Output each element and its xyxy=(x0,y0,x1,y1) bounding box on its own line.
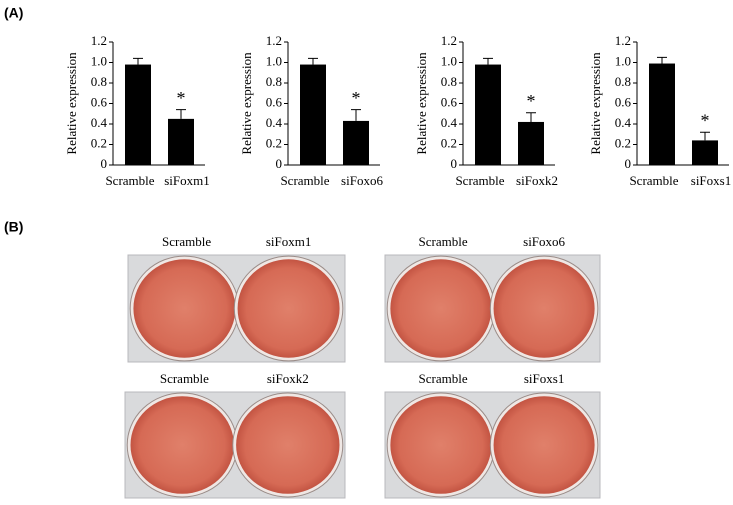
y-tick-label: 0.4 xyxy=(91,115,108,130)
y-tick-label: 1.0 xyxy=(91,53,107,68)
y-tick-label: 0.6 xyxy=(441,94,458,109)
well xyxy=(130,396,234,494)
y-axis-label: Relative expression xyxy=(239,52,254,155)
x-tick-label: Scramble xyxy=(105,173,154,188)
error-bar xyxy=(133,57,143,65)
significance-mark: * xyxy=(527,91,536,111)
y-tick-label: 0.2 xyxy=(615,135,631,150)
well xyxy=(493,259,595,358)
y-tick-label: 0.8 xyxy=(441,74,457,89)
y-tick-label: 0.6 xyxy=(615,94,632,109)
y-tick-label: 1.2 xyxy=(615,33,631,48)
y-tick-label: 0.2 xyxy=(441,135,457,150)
photo-label: siFoxo6 xyxy=(523,234,565,249)
error-bar xyxy=(657,56,667,64)
y-axis-label: Relative expression xyxy=(64,52,79,155)
y-tick-label: 0.4 xyxy=(441,115,458,130)
bar xyxy=(343,120,369,165)
bar xyxy=(518,121,544,165)
photo-label: Scramble xyxy=(419,371,468,386)
photo-label: siFoxk2 xyxy=(267,371,309,386)
y-tick-label: 0 xyxy=(625,156,632,171)
y-tick-label: 1.2 xyxy=(266,33,282,48)
x-tick-label: Scramble xyxy=(280,173,329,188)
y-tick-label: 1.2 xyxy=(91,33,107,48)
y-tick-label: 1.0 xyxy=(266,53,282,68)
error-bar xyxy=(700,131,710,141)
bar xyxy=(475,64,501,165)
x-tick-label: Scramble xyxy=(629,173,678,188)
photo-label: Scramble xyxy=(419,234,468,249)
y-tick-label: 0.6 xyxy=(266,94,283,109)
y-tick-label: 1.0 xyxy=(615,53,631,68)
y-tick-label: 1.2 xyxy=(441,33,457,48)
photo-label: Scramble xyxy=(162,234,211,249)
bar xyxy=(125,64,151,165)
bar xyxy=(300,64,326,165)
photo-label: siFoxm1 xyxy=(266,234,312,249)
significance-mark: * xyxy=(701,110,710,130)
significance-mark: * xyxy=(352,88,361,108)
well xyxy=(390,259,492,358)
well xyxy=(390,396,492,494)
y-tick-label: 0.4 xyxy=(266,115,283,130)
y-tick-label: 0 xyxy=(451,156,458,171)
x-tick-label: siFoxo6 xyxy=(341,173,383,188)
y-axis-label: Relative expression xyxy=(588,52,603,155)
well xyxy=(237,259,340,358)
x-tick-label: siFoxs1 xyxy=(691,173,731,188)
error-bar xyxy=(483,57,493,65)
panel-label: (A) xyxy=(4,5,23,21)
y-tick-label: 0.4 xyxy=(615,115,632,130)
y-tick-label: 1.0 xyxy=(441,53,457,68)
error-bar xyxy=(351,109,361,121)
significance-mark: * xyxy=(177,88,186,108)
y-tick-label: 0.8 xyxy=(91,74,107,89)
error-bar xyxy=(176,109,186,119)
well xyxy=(493,396,595,494)
y-tick-label: 0.2 xyxy=(266,135,282,150)
well xyxy=(236,396,340,494)
bar xyxy=(692,140,718,165)
bar xyxy=(649,63,675,165)
y-tick-label: 0.2 xyxy=(91,135,107,150)
y-tick-label: 0 xyxy=(101,156,108,171)
x-tick-label: siFoxk2 xyxy=(516,173,558,188)
error-bar xyxy=(308,57,318,65)
photo-label: Scramble xyxy=(160,371,209,386)
y-axis-label: Relative expression xyxy=(414,52,429,155)
bar xyxy=(168,118,194,165)
photo-label: siFoxs1 xyxy=(524,371,564,386)
x-tick-label: siFoxm1 xyxy=(164,173,210,188)
error-bar xyxy=(526,112,536,122)
x-tick-label: Scramble xyxy=(455,173,504,188)
well xyxy=(133,259,236,358)
y-tick-label: 0.8 xyxy=(615,74,631,89)
y-tick-label: 0.6 xyxy=(91,94,108,109)
panel-label: (B) xyxy=(4,219,23,235)
y-tick-label: 0 xyxy=(276,156,283,171)
y-tick-label: 0.8 xyxy=(266,74,282,89)
